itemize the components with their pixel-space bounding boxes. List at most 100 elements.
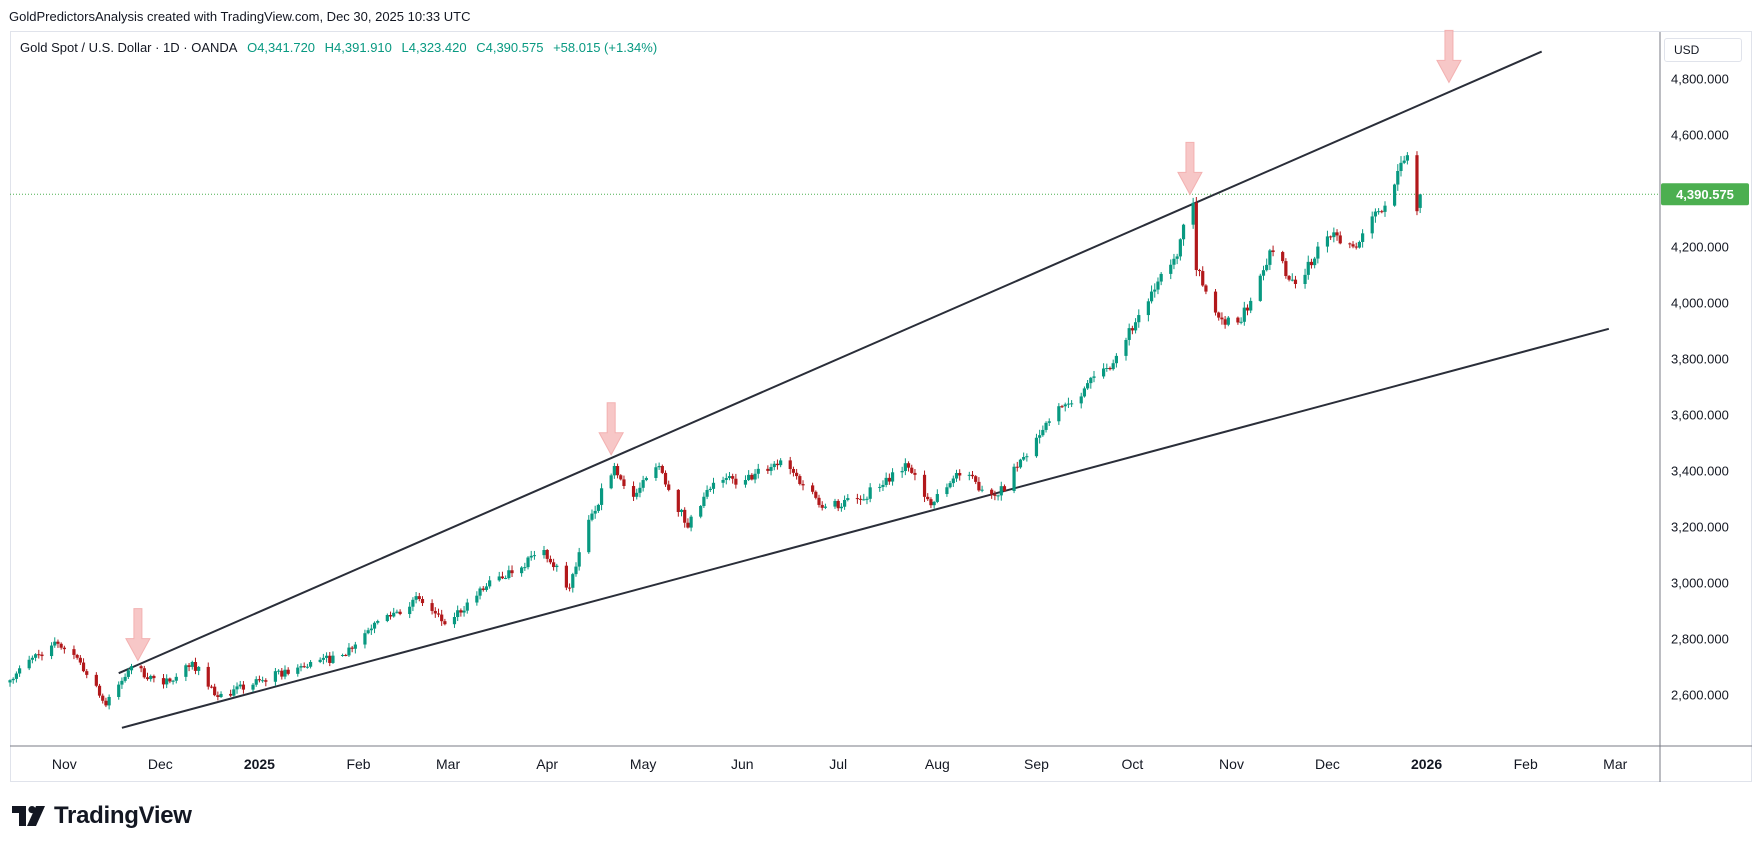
candle-body [318,659,322,662]
x-tick-label: Aug [925,756,950,772]
candle-body [1370,216,1374,234]
candle-body [497,576,501,581]
candle-body [94,674,98,686]
last-price-tag-bg [1661,183,1749,206]
arrow-oct-2025-shape [1177,141,1203,196]
candle-body [1146,301,1150,316]
candle-body [571,574,575,588]
candle-body [507,570,511,579]
arrow-oct-2025[interactable] [1177,141,1203,196]
lower-trendline[interactable] [121,327,1610,729]
candle-body [811,485,815,492]
arrow-jan-2026[interactable] [1436,29,1462,84]
candle-body [750,474,754,480]
legend-symbol: Gold Spot / U.S. Dollar · 1D · OANDA [20,40,238,55]
candle-body [440,614,444,622]
candle-body [347,647,351,656]
candle-body [619,475,623,480]
candle-body [1265,264,1269,271]
candle-body [465,602,469,611]
candle-body [593,510,597,514]
upper-trendline[interactable] [118,50,1543,675]
candle-body [232,689,236,696]
candle-body [1213,291,1218,313]
candle-body [1114,355,1118,364]
candle-body [142,668,146,678]
candle-body [161,678,166,685]
candle-body [753,473,757,480]
candle-body [101,695,105,701]
candle-body [184,665,188,677]
candle-body [1271,250,1275,253]
candle-body [974,476,978,482]
candle-body [174,676,178,681]
candle-body [481,588,485,590]
candle-body [171,680,175,682]
candle-body [75,654,79,658]
candle-body [321,657,325,660]
candle-body [1156,281,1160,290]
candle-body [165,678,169,685]
y-tick-label: 4,600.000 [1671,128,1729,143]
candle-body [1380,211,1384,213]
candle-body [865,498,869,500]
arrow-apr-2025[interactable] [598,402,625,456]
candle-body [229,693,233,696]
candle-body [129,666,134,671]
candle-body [839,506,843,509]
candle-body [1191,202,1195,225]
candle-body [331,655,335,663]
candle-body [910,467,914,473]
candle-body [1329,236,1333,238]
candle-body [596,504,600,511]
candle-body [638,487,642,493]
candle-body [324,655,329,658]
candle-body [542,550,546,556]
candle-body [459,610,463,613]
candle-body [81,662,86,672]
candle-body [999,486,1003,496]
candle-body [1130,328,1134,331]
candle-body [452,617,457,625]
candle-body [1236,317,1240,323]
candle-body [62,647,66,650]
candle-body [280,670,284,677]
candle-body [724,478,728,480]
candle-body [398,611,402,615]
x-tick-label: Apr [536,756,558,772]
x-tick-label: Jul [829,756,847,772]
candle-body [56,641,60,644]
tradingview-logo[interactable]: TradingView [12,802,192,830]
candle-body [97,685,102,696]
candle-body [590,513,594,520]
y-tick-label: 4,000.000 [1671,296,1729,311]
candle-body [1258,275,1262,301]
candle-body [1012,466,1016,491]
x-tick-label: Dec [1315,756,1340,772]
candle-body [1057,406,1061,422]
candle-body [641,480,645,488]
candle-body [430,603,434,611]
candle-body [30,657,34,660]
candle-body [1284,261,1288,277]
currency-selector[interactable]: USD [1664,38,1742,62]
candle-body [721,479,725,483]
chart-legend: Gold Spot / U.S. Dollar · 1D · OANDA O4,… [20,40,663,55]
candle-body [1313,258,1317,266]
candle-body [798,476,802,485]
arrow-nov-2024[interactable] [125,608,151,662]
candle-body [980,489,984,491]
candle-body [574,566,578,575]
candle-body [273,671,278,682]
candle-body [1082,388,1087,397]
y-tick-label: 3,200.000 [1671,520,1729,535]
candle-body [17,668,22,674]
candle-body [708,488,712,491]
chart-credit: GoldPredictorsAnalysis created with Trad… [9,9,471,24]
candle-body [1060,406,1064,408]
candle-body [1383,205,1387,212]
candle-body [548,558,553,563]
candle-body [1392,184,1397,206]
last-price-tag: 4,390.575 [1661,183,1749,206]
